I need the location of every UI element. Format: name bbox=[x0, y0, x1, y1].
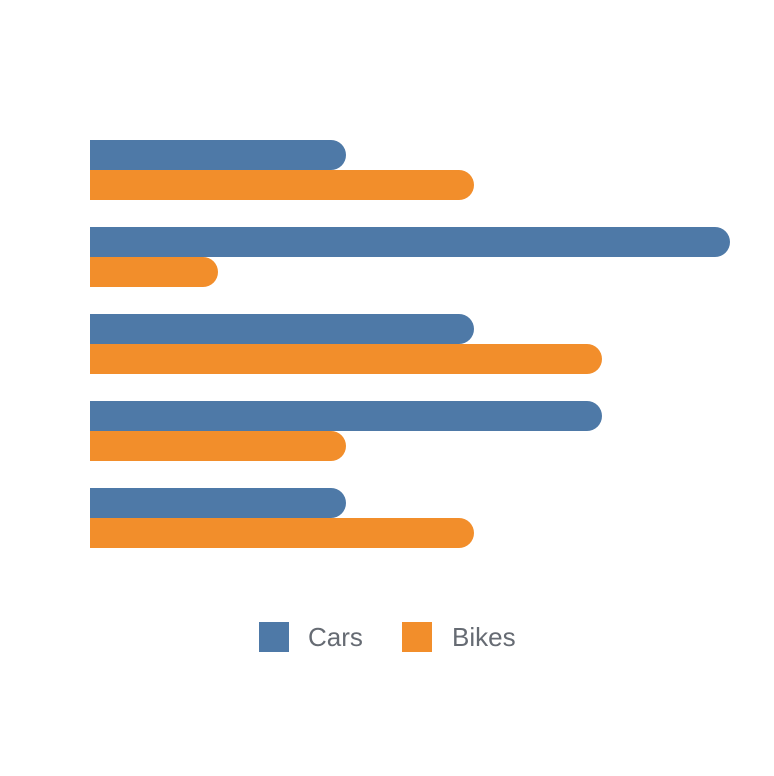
legend: Cars Bikes bbox=[259, 622, 516, 652]
bar-bikes-1[interactable] bbox=[90, 170, 474, 200]
legend-item-cars[interactable]: Cars bbox=[259, 622, 363, 652]
bar-bikes-2[interactable] bbox=[90, 257, 218, 287]
legend-swatch-cars bbox=[259, 622, 289, 652]
bar-cars-2[interactable] bbox=[90, 227, 730, 257]
bar-cars-4[interactable] bbox=[90, 401, 602, 431]
bar-bikes-5[interactable] bbox=[90, 518, 474, 548]
bars-group bbox=[90, 140, 730, 548]
bar-cars-1[interactable] bbox=[90, 140, 346, 170]
legend-label-bikes: Bikes bbox=[452, 622, 516, 652]
bar-bikes-3[interactable] bbox=[90, 344, 602, 374]
bar-cars-3[interactable] bbox=[90, 314, 474, 344]
legend-label-cars: Cars bbox=[308, 622, 363, 652]
bar-bikes-4[interactable] bbox=[90, 431, 346, 461]
legend-item-bikes[interactable]: Bikes bbox=[402, 622, 516, 652]
legend-swatch-bikes bbox=[402, 622, 432, 652]
bar-cars-5[interactable] bbox=[90, 488, 346, 518]
